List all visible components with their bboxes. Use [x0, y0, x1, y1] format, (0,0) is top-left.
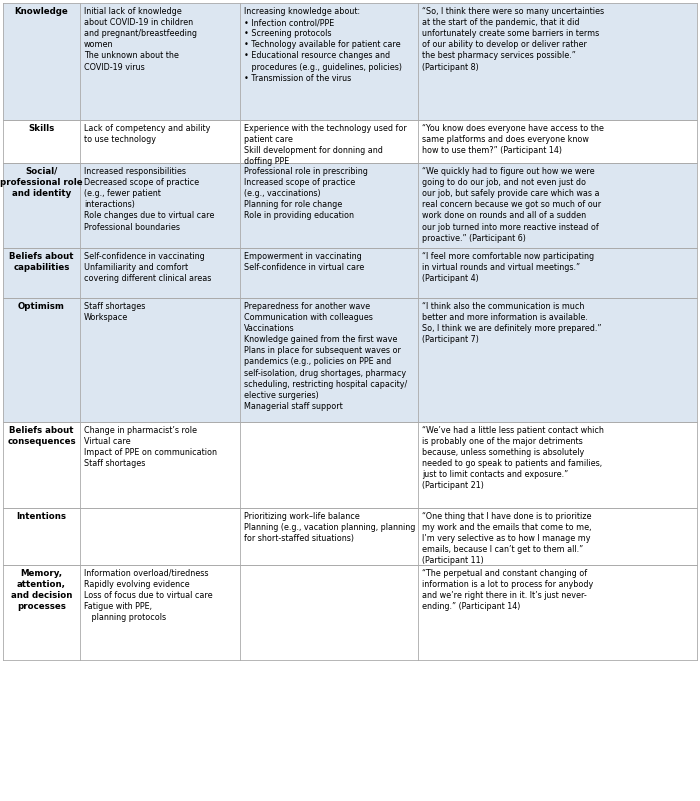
- Bar: [3, 565, 697, 660]
- Text: Initial lack of knowledge
about COVID-19 in children
and pregnant/breastfeeding
: Initial lack of knowledge about COVID-19…: [84, 7, 197, 71]
- Text: Skills: Skills: [29, 124, 55, 133]
- Text: Empowerment in vaccinating
Self-confidence in virtual care: Empowerment in vaccinating Self-confiden…: [244, 252, 364, 272]
- Bar: [3, 508, 697, 565]
- Text: Prioritizing work–life balance
Planning (e.g., vacation planning, planning
for s: Prioritizing work–life balance Planning …: [244, 512, 415, 543]
- Text: Professional role in prescribing
Increased scope of practice
(e.g., vaccinations: Professional role in prescribing Increas…: [244, 167, 368, 220]
- Text: Intentions: Intentions: [17, 512, 66, 521]
- Text: “So, I think there were so many uncertainties
at the start of the pandemic, that: “So, I think there were so many uncertai…: [422, 7, 604, 71]
- Text: “The perpetual and constant changing of
information is a lot to process for anyb: “The perpetual and constant changing of …: [422, 569, 594, 611]
- Bar: [3, 120, 697, 163]
- Text: “I think also the communication is much
better and more information is available: “I think also the communication is much …: [422, 302, 601, 344]
- Text: Information overload/tiredness
Rapidly evolving evidence
Loss of focus due to vi: Information overload/tiredness Rapidly e…: [84, 569, 213, 622]
- Text: Lack of competency and ability
to use technology: Lack of competency and ability to use te…: [84, 124, 211, 144]
- Text: Increased responsibilities
Decreased scope of practice
(e.g., fewer patient
inte: Increased responsibilities Decreased sco…: [84, 167, 214, 231]
- Text: Experience with the technology used for
patient care
Skill development for donni: Experience with the technology used for …: [244, 124, 407, 167]
- Text: “One thing that I have done is to prioritize
my work and the emails that come to: “One thing that I have done is to priori…: [422, 512, 592, 566]
- Text: Beliefs about
consequences: Beliefs about consequences: [7, 426, 76, 446]
- Text: “We quickly had to figure out how we were
going to do our job, and not even just: “We quickly had to figure out how we wer…: [422, 167, 601, 243]
- Text: “I feel more comfortable now participating
in virtual rounds and virtual meeting: “I feel more comfortable now participati…: [422, 252, 594, 284]
- Text: Beliefs about
capabilities: Beliefs about capabilities: [9, 252, 74, 272]
- Text: Memory,
attention,
and decision
processes: Memory, attention, and decision processe…: [10, 569, 72, 611]
- Text: Preparedness for another wave
Communication with colleagues
Vaccinations
Knowled: Preparedness for another wave Communicat…: [244, 302, 407, 411]
- Text: Knowledge: Knowledge: [15, 7, 69, 16]
- Text: Change in pharmacist’s role
Virtual care
Impact of PPE on communication
Staff sh: Change in pharmacist’s role Virtual care…: [84, 426, 217, 469]
- Bar: [3, 248, 697, 298]
- Text: “We’ve had a little less patient contact which
is probably one of the major detr: “We’ve had a little less patient contact…: [422, 426, 604, 490]
- Text: Staff shortages
Workspace: Staff shortages Workspace: [84, 302, 146, 322]
- Text: Social/
professional role
and identity: Social/ professional role and identity: [0, 167, 83, 198]
- Bar: [3, 3, 697, 120]
- Text: Self-confidence in vaccinating
Unfamiliarity and comfort
covering different clin: Self-confidence in vaccinating Unfamilia…: [84, 252, 211, 284]
- Text: “You know does everyone have access to the
same platforms and does everyone know: “You know does everyone have access to t…: [422, 124, 604, 155]
- Bar: [3, 163, 697, 248]
- Bar: [3, 298, 697, 422]
- Bar: [3, 422, 697, 508]
- Text: Increasing knowledge about:
• Infection control/PPE
• Screening protocols
• Tech: Increasing knowledge about: • Infection …: [244, 7, 402, 83]
- Text: Optimism: Optimism: [18, 302, 65, 311]
